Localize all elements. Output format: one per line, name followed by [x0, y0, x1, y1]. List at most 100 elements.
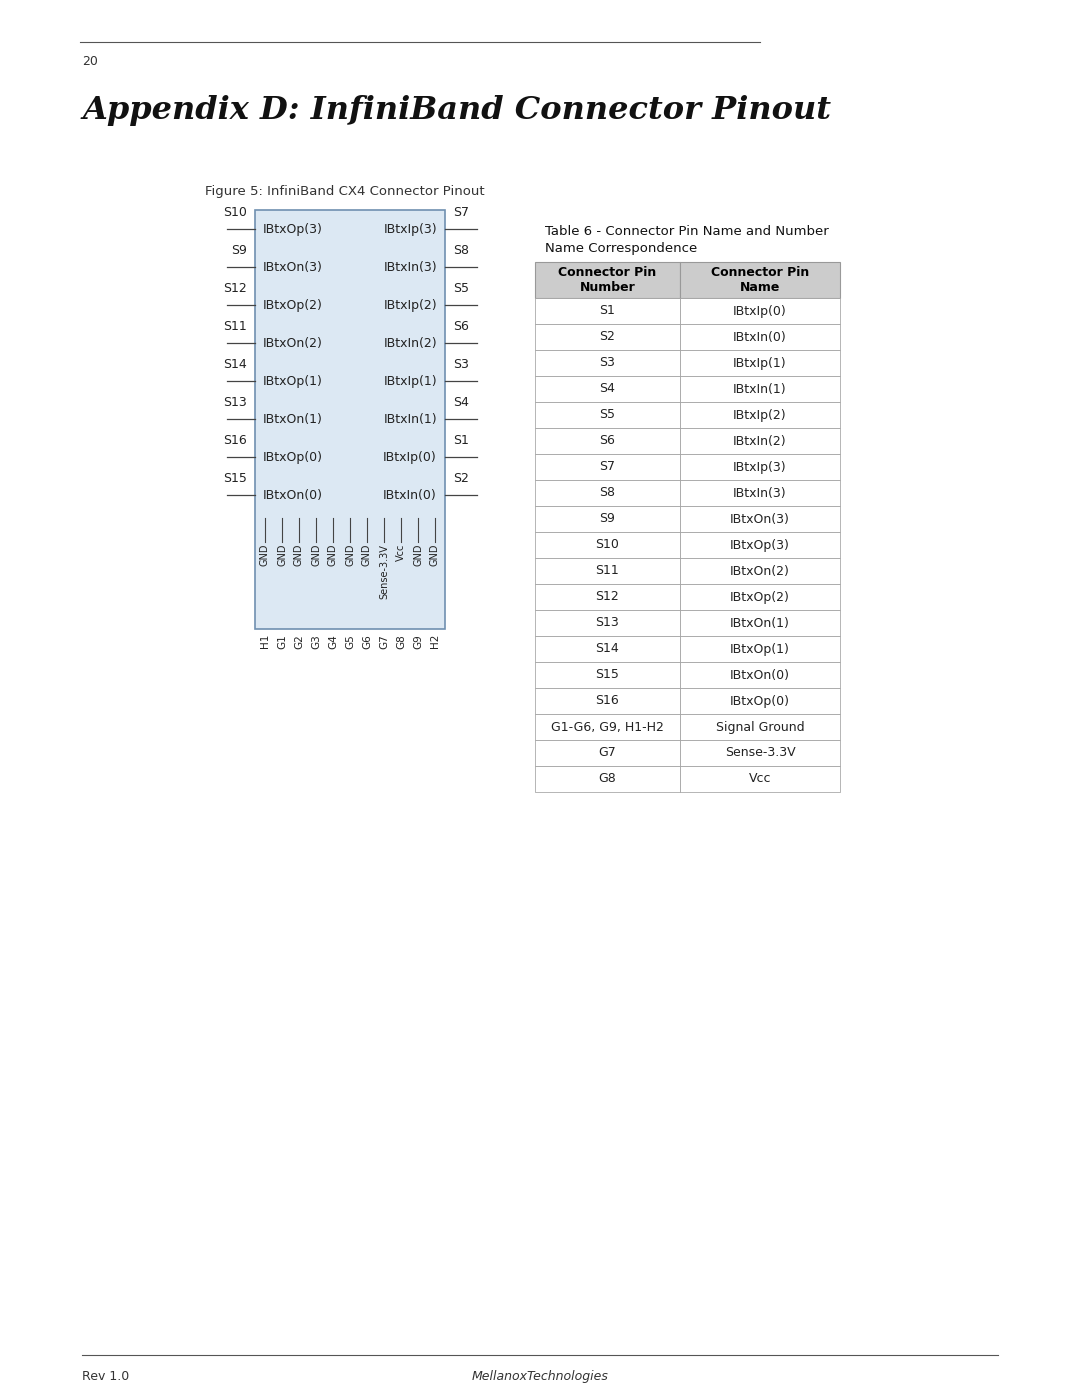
Text: S10: S10 [224, 205, 247, 219]
Text: S5: S5 [599, 408, 616, 422]
Text: G3: G3 [311, 634, 321, 648]
Text: G8: G8 [598, 773, 617, 785]
Text: IBtxOp(0): IBtxOp(0) [730, 694, 789, 707]
Text: S2: S2 [599, 331, 616, 344]
Bar [535, 584, 680, 610]
Text: H1: H1 [260, 634, 270, 648]
Text: IBtxIp(2): IBtxIp(2) [383, 299, 437, 312]
Text: MellanoxTechnologies: MellanoxTechnologies [472, 1370, 608, 1383]
Text: S15: S15 [224, 472, 247, 485]
Text: IBtxOn(0): IBtxOn(0) [264, 489, 323, 502]
Text: S8: S8 [453, 244, 469, 257]
Text: Vcc: Vcc [748, 773, 771, 785]
Bar [535, 557, 680, 584]
Text: G7: G7 [598, 746, 617, 760]
Text: S11: S11 [224, 320, 247, 332]
Text: S6: S6 [453, 320, 469, 332]
Text: GND: GND [328, 543, 338, 567]
Text: S7: S7 [599, 461, 616, 474]
Text: Connector Pin
Name: Connector Pin Name [711, 265, 809, 293]
Text: S5: S5 [453, 282, 469, 295]
Text: S11: S11 [596, 564, 619, 577]
Text: GND: GND [294, 543, 303, 567]
Bar [680, 714, 840, 740]
Text: G1: G1 [276, 634, 287, 648]
Text: IBtxIp(3): IBtxIp(3) [733, 461, 787, 474]
Text: S6: S6 [599, 434, 616, 447]
Bar [680, 298, 840, 324]
Text: S7: S7 [453, 205, 469, 219]
Text: S16: S16 [224, 434, 247, 447]
Text: IBtxOp(1): IBtxOp(1) [264, 374, 323, 387]
Text: S1: S1 [453, 434, 469, 447]
Bar [680, 263, 840, 298]
Bar [680, 740, 840, 766]
Bar [535, 766, 680, 792]
Text: Name Correspondence: Name Correspondence [545, 242, 698, 256]
Bar [535, 636, 680, 662]
Text: S14: S14 [596, 643, 619, 655]
Bar [535, 263, 680, 298]
Text: Sense-3.3V: Sense-3.3V [725, 746, 795, 760]
Text: IBtxIp(3): IBtxIp(3) [383, 222, 437, 236]
Text: IBtxIp(0): IBtxIp(0) [733, 305, 787, 317]
Text: S16: S16 [596, 694, 619, 707]
Text: IBtxIn(3): IBtxIn(3) [383, 260, 437, 274]
Bar [535, 532, 680, 557]
Bar [680, 506, 840, 532]
Text: G2: G2 [294, 634, 303, 648]
Text: IBtxOp(2): IBtxOp(2) [730, 591, 789, 604]
Text: Signal Ground: Signal Ground [716, 721, 805, 733]
Text: G7: G7 [379, 634, 389, 648]
Text: G1-G6, G9, H1-H2: G1-G6, G9, H1-H2 [551, 721, 664, 733]
Text: S10: S10 [595, 538, 620, 552]
Bar [680, 610, 840, 636]
Bar [680, 427, 840, 454]
Bar [535, 687, 680, 714]
Bar [255, 210, 445, 629]
Text: IBtxOn(2): IBtxOn(2) [730, 564, 789, 577]
Text: IBtxIp(0): IBtxIp(0) [383, 450, 437, 464]
Text: GND: GND [362, 543, 372, 567]
Text: IBtxOn(2): IBtxOn(2) [264, 337, 323, 349]
Bar [535, 662, 680, 687]
Text: S15: S15 [595, 669, 620, 682]
Text: IBtxIp(2): IBtxIp(2) [733, 408, 787, 422]
Text: S1: S1 [599, 305, 616, 317]
Text: G4: G4 [328, 634, 338, 648]
Text: IBtxIp(1): IBtxIp(1) [383, 374, 437, 387]
Text: IBtxOn(3): IBtxOn(3) [730, 513, 789, 525]
Bar [680, 766, 840, 792]
Text: S13: S13 [596, 616, 619, 630]
Bar [680, 351, 840, 376]
Bar [680, 662, 840, 687]
Text: IBtxIp(1): IBtxIp(1) [733, 356, 787, 369]
Text: IBtxIn(0): IBtxIn(0) [733, 331, 787, 344]
Text: G9: G9 [413, 634, 423, 648]
Bar [535, 351, 680, 376]
Bar [535, 506, 680, 532]
Text: S9: S9 [231, 244, 247, 257]
Bar [680, 687, 840, 714]
Bar [535, 454, 680, 481]
Text: S3: S3 [453, 358, 469, 372]
Text: Connector Pin
Number: Connector Pin Number [558, 265, 657, 293]
Text: IBtxIn(1): IBtxIn(1) [383, 412, 437, 426]
Bar [680, 481, 840, 506]
Bar [680, 402, 840, 427]
Text: G8: G8 [396, 634, 406, 648]
Text: G5: G5 [345, 634, 355, 648]
Text: S9: S9 [599, 513, 616, 525]
Text: IBtxOn(1): IBtxOn(1) [264, 412, 323, 426]
Text: GND: GND [276, 543, 287, 567]
Text: GND: GND [430, 543, 440, 567]
Text: IBtxOn(3): IBtxOn(3) [264, 260, 323, 274]
Text: GND: GND [413, 543, 423, 567]
Text: IBtxOp(3): IBtxOp(3) [730, 538, 789, 552]
Text: Appendix D: InfiniBand Connector Pinout: Appendix D: InfiniBand Connector Pinout [82, 95, 831, 126]
Bar [535, 481, 680, 506]
Bar [535, 740, 680, 766]
Text: G6: G6 [362, 634, 372, 648]
Text: S13: S13 [224, 395, 247, 409]
Text: IBtxIn(2): IBtxIn(2) [733, 434, 787, 447]
